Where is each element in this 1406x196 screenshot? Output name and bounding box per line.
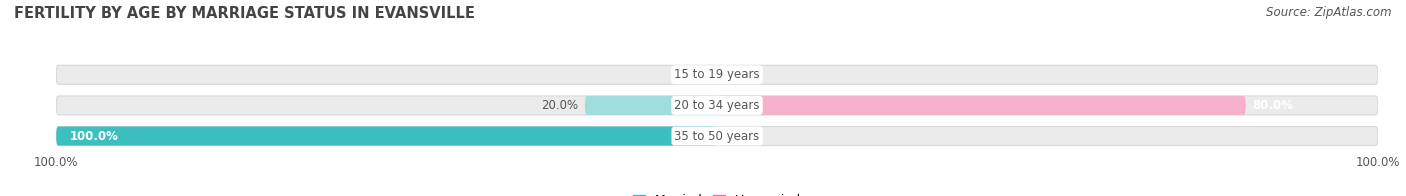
FancyBboxPatch shape: [717, 96, 1246, 115]
FancyBboxPatch shape: [56, 96, 1378, 115]
FancyBboxPatch shape: [56, 127, 717, 145]
Text: FERTILITY BY AGE BY MARRIAGE STATUS IN EVANSVILLE: FERTILITY BY AGE BY MARRIAGE STATUS IN E…: [14, 6, 475, 21]
FancyBboxPatch shape: [56, 65, 1378, 84]
Text: 80.0%: 80.0%: [1253, 99, 1294, 112]
Text: 0.0%: 0.0%: [727, 68, 756, 81]
Text: 15 to 19 years: 15 to 19 years: [675, 68, 759, 81]
Legend: Married, Unmarried: Married, Unmarried: [633, 194, 801, 196]
Text: 0.0%: 0.0%: [727, 130, 756, 142]
Text: Source: ZipAtlas.com: Source: ZipAtlas.com: [1267, 6, 1392, 19]
Text: 35 to 50 years: 35 to 50 years: [675, 130, 759, 142]
Text: 20 to 34 years: 20 to 34 years: [675, 99, 759, 112]
Text: 0.0%: 0.0%: [678, 68, 707, 81]
FancyBboxPatch shape: [56, 127, 1378, 145]
Text: 100.0%: 100.0%: [69, 130, 118, 142]
Text: 20.0%: 20.0%: [541, 99, 578, 112]
FancyBboxPatch shape: [585, 96, 717, 115]
